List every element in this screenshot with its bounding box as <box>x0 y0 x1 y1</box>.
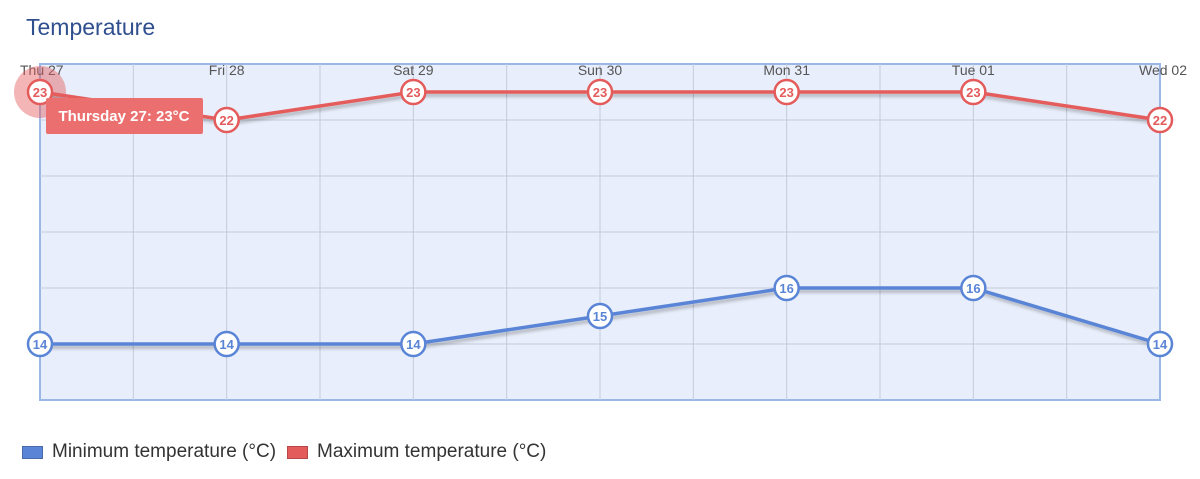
x-tick-label: Sat 29 <box>393 62 434 78</box>
x-tick-label: Thu 27 <box>20 62 64 78</box>
data-point <box>1146 106 1174 134</box>
data-point <box>213 330 240 358</box>
data-label: 14 <box>33 337 48 352</box>
data-label: 16 <box>779 281 793 296</box>
data-label: 23 <box>779 85 793 100</box>
legend-label-max: Maximum temperature (°C) <box>317 441 547 462</box>
data-label: 22 <box>219 113 233 128</box>
data-label: 14 <box>406 337 421 352</box>
tooltip-text: Thursday 27: 23°C <box>58 108 189 125</box>
tooltip-box <box>46 98 203 134</box>
legend-swatch-min <box>22 445 43 459</box>
data-point <box>960 78 987 106</box>
legend-item-max[interactable]: Maximum temperature (°C) <box>287 441 546 463</box>
data-point <box>773 274 800 302</box>
data-point <box>400 78 427 106</box>
legend-label-min: Minimum temperature (°C) <box>52 441 277 462</box>
x-tick-label: Sun 30 <box>578 62 623 78</box>
temperature-chart: Thu 27 Fri 28 Sat 29 Sun 30 Mon 31 Tue 01 Wed … <box>14 62 1187 401</box>
data-point <box>960 274 987 302</box>
x-tick-label: Mon 31 <box>763 62 810 78</box>
data-point <box>400 330 427 358</box>
data-label: 15 <box>593 309 607 324</box>
chart-title: Temperature <box>26 14 156 40</box>
data-label: 23 <box>33 85 47 100</box>
data-point <box>1146 330 1174 358</box>
legend-swatch-max <box>287 445 309 459</box>
x-tick-label: Tue 01 <box>952 62 995 78</box>
legend: Minimum temperature (°C) Maximum tempera… <box>22 441 557 463</box>
data-point <box>586 302 614 330</box>
data-label: 23 <box>406 85 420 100</box>
x-tick-label: Fri 28 <box>209 62 245 78</box>
data-label: 22 <box>1153 113 1167 128</box>
data-point <box>26 78 54 106</box>
data-label: 23 <box>966 85 980 100</box>
data-point <box>773 78 800 106</box>
data-point <box>26 330 54 358</box>
data-label: 16 <box>966 281 980 296</box>
legend-item-min[interactable]: Minimum temperature (°C) <box>22 441 276 463</box>
data-label: 23 <box>593 85 607 100</box>
data-point <box>586 78 614 106</box>
data-label: 14 <box>219 337 234 352</box>
data-label: 14 <box>1153 337 1168 352</box>
x-tick-label: Wed 02 <box>1139 62 1187 78</box>
data-point <box>213 106 240 134</box>
